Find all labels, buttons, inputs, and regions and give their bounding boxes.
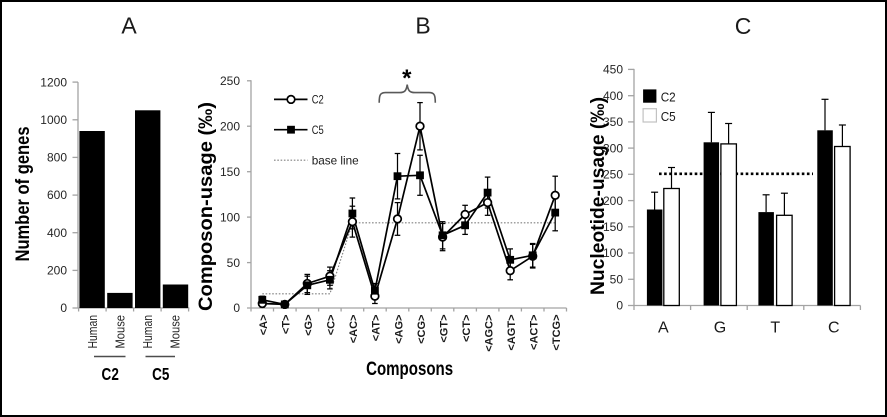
svg-text:150: 150 xyxy=(603,220,623,234)
svg-text:C2: C2 xyxy=(661,91,676,105)
svg-text:B: B xyxy=(415,13,430,39)
svg-text:A: A xyxy=(658,320,669,337)
svg-text:<AGT>: <AGT> xyxy=(506,315,518,351)
svg-text:Nucleotide-usage (‰): Nucleotide-usage (‰) xyxy=(587,97,609,295)
svg-text:0: 0 xyxy=(616,299,623,313)
svg-text:Human: Human xyxy=(86,315,100,349)
svg-text:<AC>: <AC> xyxy=(348,315,360,344)
svg-text:400: 400 xyxy=(603,89,623,103)
svg-text:<A>: <A> xyxy=(258,315,270,336)
svg-text:1200: 1200 xyxy=(40,75,67,89)
svg-text:300: 300 xyxy=(603,141,623,155)
svg-text:450: 450 xyxy=(603,63,623,77)
svg-text:<CG>: <CG> xyxy=(416,315,428,344)
svg-text:200: 200 xyxy=(603,194,623,208)
svg-text:<G>: <G> xyxy=(303,315,315,336)
svg-text:400: 400 xyxy=(47,226,67,240)
svg-text:C2: C2 xyxy=(102,364,120,384)
svg-text:C5: C5 xyxy=(661,110,676,124)
svg-text:G: G xyxy=(714,320,726,337)
svg-text:Composon-usage (‰): Composon-usage (‰) xyxy=(195,102,217,311)
svg-text:350: 350 xyxy=(603,115,623,129)
svg-text:<AGC>: <AGC> xyxy=(483,315,495,352)
svg-text:100: 100 xyxy=(220,210,240,224)
svg-text:<ACT>: <ACT> xyxy=(529,315,541,350)
svg-text:C5: C5 xyxy=(312,123,324,137)
svg-text:Human: Human xyxy=(141,315,155,349)
svg-text:50: 50 xyxy=(610,273,624,287)
svg-text:<GT>: <GT> xyxy=(438,315,450,343)
svg-text:250: 250 xyxy=(603,168,623,182)
svg-text:<AG>: <AG> xyxy=(393,315,405,344)
svg-text:0: 0 xyxy=(233,301,240,315)
svg-text:C2: C2 xyxy=(312,93,324,107)
svg-text:T: T xyxy=(770,320,780,337)
svg-text:<CT>: <CT> xyxy=(461,315,473,343)
svg-text:<TCG>: <TCG> xyxy=(551,315,563,351)
svg-text:C: C xyxy=(828,320,840,337)
svg-text:Number of genes: Number of genes xyxy=(12,126,34,261)
svg-text:800: 800 xyxy=(47,151,67,165)
svg-text:C5: C5 xyxy=(152,364,170,384)
svg-text:50: 50 xyxy=(227,256,241,270)
svg-text:Mouse: Mouse xyxy=(113,315,127,349)
svg-text:C: C xyxy=(735,13,752,39)
svg-text:200: 200 xyxy=(47,264,67,278)
svg-text:100: 100 xyxy=(603,246,623,260)
svg-text:0: 0 xyxy=(60,301,67,315)
svg-text:Composons: Composons xyxy=(366,358,453,380)
svg-text:<AT>: <AT> xyxy=(371,315,383,342)
svg-text:200: 200 xyxy=(220,119,240,133)
svg-text:1000: 1000 xyxy=(40,113,67,127)
svg-text:<C>: <C> xyxy=(326,315,338,336)
svg-text:*: * xyxy=(402,65,412,92)
svg-text:150: 150 xyxy=(220,165,240,179)
svg-text:250: 250 xyxy=(220,74,240,88)
svg-text:<T>: <T> xyxy=(281,315,293,335)
svg-text:base line: base line xyxy=(312,153,359,167)
svg-text:600: 600 xyxy=(47,188,67,202)
svg-text:A: A xyxy=(121,13,137,39)
svg-text:Mouse: Mouse xyxy=(168,315,182,349)
